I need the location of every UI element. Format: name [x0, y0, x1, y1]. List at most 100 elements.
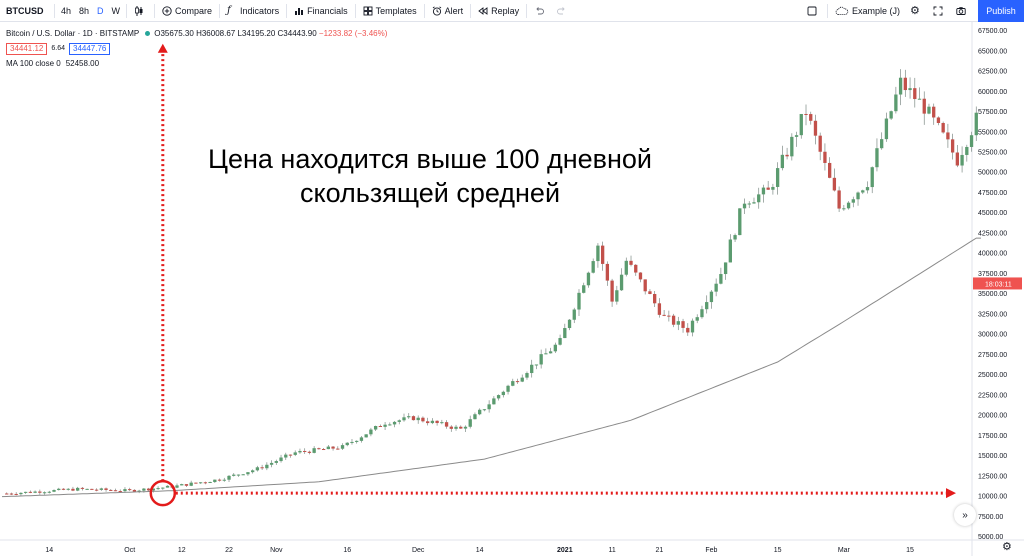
candle-up: [293, 450, 297, 457]
fullscreen-button[interactable]: [928, 0, 951, 22]
candle-up: [747, 201, 751, 209]
candle-body: [757, 194, 761, 203]
candle-body: [161, 487, 165, 489]
candle-body: [548, 351, 553, 354]
candle-up: [165, 485, 170, 488]
candle-down: [600, 241, 605, 271]
candle-down: [411, 415, 416, 421]
candle-body: [430, 420, 435, 424]
candle-up: [898, 69, 903, 106]
chart-settings-gear-icon[interactable]: ⚙: [1002, 541, 1012, 553]
candle-up: [298, 448, 302, 454]
candle-body: [76, 487, 80, 491]
time-tick-label: 15: [774, 547, 782, 554]
bar-style-button[interactable]: [129, 0, 152, 22]
layout-toggle-button[interactable]: [802, 0, 825, 22]
candle-body: [648, 291, 652, 294]
candle-down: [113, 488, 118, 492]
candle-body: [790, 136, 794, 157]
candle-up: [558, 334, 562, 346]
candle-body: [213, 479, 217, 483]
candle-body: [94, 489, 99, 491]
candle-down: [809, 111, 813, 125]
candle-body: [241, 474, 245, 476]
candle-up: [222, 477, 226, 482]
candle-body: [667, 315, 671, 317]
layout-name-button[interactable]: Example (J): [830, 0, 905, 22]
timeframe-w[interactable]: W: [111, 5, 121, 16]
settings-button[interactable]: ⚙: [905, 0, 928, 22]
replay-button[interactable]: Replay: [473, 0, 524, 22]
candle-down: [785, 147, 789, 160]
candle-down: [203, 481, 208, 485]
rewind-icon: [478, 6, 488, 15]
candle-body: [90, 488, 94, 490]
undo-button[interactable]: [529, 0, 552, 22]
candle-body: [728, 239, 732, 263]
candle-body: [425, 421, 430, 424]
candle-body: [232, 474, 236, 476]
snapshot-button[interactable]: [951, 0, 974, 22]
candle-body: [747, 203, 751, 205]
redo-button[interactable]: [552, 0, 575, 22]
candle-down: [449, 425, 453, 432]
candle-body: [137, 490, 141, 492]
candle-body: [582, 285, 586, 293]
candle-up: [723, 262, 728, 280]
candle-body: [823, 151, 827, 163]
square-icon: [807, 6, 817, 16]
candle-up: [33, 490, 37, 494]
candle-body: [57, 488, 61, 491]
candle-up: [511, 378, 515, 387]
scroll-to-realtime-button[interactable]: »: [954, 504, 976, 526]
buy-price-box[interactable]: 34447.76: [69, 42, 111, 55]
candle-body: [695, 317, 699, 321]
candle-up: [969, 131, 974, 152]
time-tick-label: Nov: [270, 547, 283, 554]
timeframe-d[interactable]: D: [97, 5, 104, 16]
candle-body: [132, 489, 137, 492]
toolbar-right: Example (J) ⚙: [802, 0, 974, 22]
candle-body: [251, 470, 255, 473]
toolbar-divider: [286, 3, 288, 18]
candle-up: [232, 473, 236, 477]
candle-body: [950, 139, 955, 153]
compare-button[interactable]: Compare: [157, 0, 217, 22]
publish-button[interactable]: Publish: [978, 0, 1024, 22]
candle-up: [851, 196, 855, 208]
close-label: C: [277, 29, 284, 38]
toolbar-divider: [470, 3, 472, 18]
symbol-search[interactable]: BTCUSD: [6, 5, 44, 16]
candle-body: [605, 263, 610, 281]
timeframe-4h[interactable]: 4h: [61, 5, 72, 16]
templates-button[interactable]: Templates: [358, 0, 422, 22]
candle-body: [454, 426, 458, 429]
candle-up: [974, 106, 978, 141]
gear-icon: ⚙: [910, 5, 920, 17]
candle-up: [156, 486, 160, 490]
time-tick-label: 22: [225, 547, 233, 554]
candle-body: [932, 106, 936, 118]
candle-body: [236, 474, 241, 476]
price-tick-label: 15000.00: [978, 453, 1007, 460]
candle-down: [813, 114, 818, 145]
indicators-button[interactable]: ƒ Indicators: [222, 0, 284, 22]
candle-body: [719, 274, 723, 284]
price-chart[interactable]: 67500.00 65000.00 62500.00 60000.00 57500.00…: [0, 22, 1024, 556]
sell-price-box[interactable]: 34441.12: [6, 42, 48, 55]
financials-button[interactable]: Financials: [289, 0, 353, 22]
candle-down: [671, 313, 676, 328]
candle-body: [487, 404, 491, 410]
candle-body: [373, 425, 378, 430]
candle-body: [686, 327, 690, 333]
alert-button[interactable]: Alert: [427, 0, 469, 22]
candle-down: [94, 488, 99, 492]
candle-up: [66, 488, 70, 491]
candle-body: [837, 190, 841, 209]
candle-up: [676, 316, 680, 331]
price-tick-label: 32500.00: [978, 311, 1007, 318]
fullscreen-icon: [933, 6, 943, 16]
timeframe-8h[interactable]: 8h: [79, 5, 90, 16]
candle-body: [227, 475, 231, 480]
candle-body: [832, 177, 837, 191]
